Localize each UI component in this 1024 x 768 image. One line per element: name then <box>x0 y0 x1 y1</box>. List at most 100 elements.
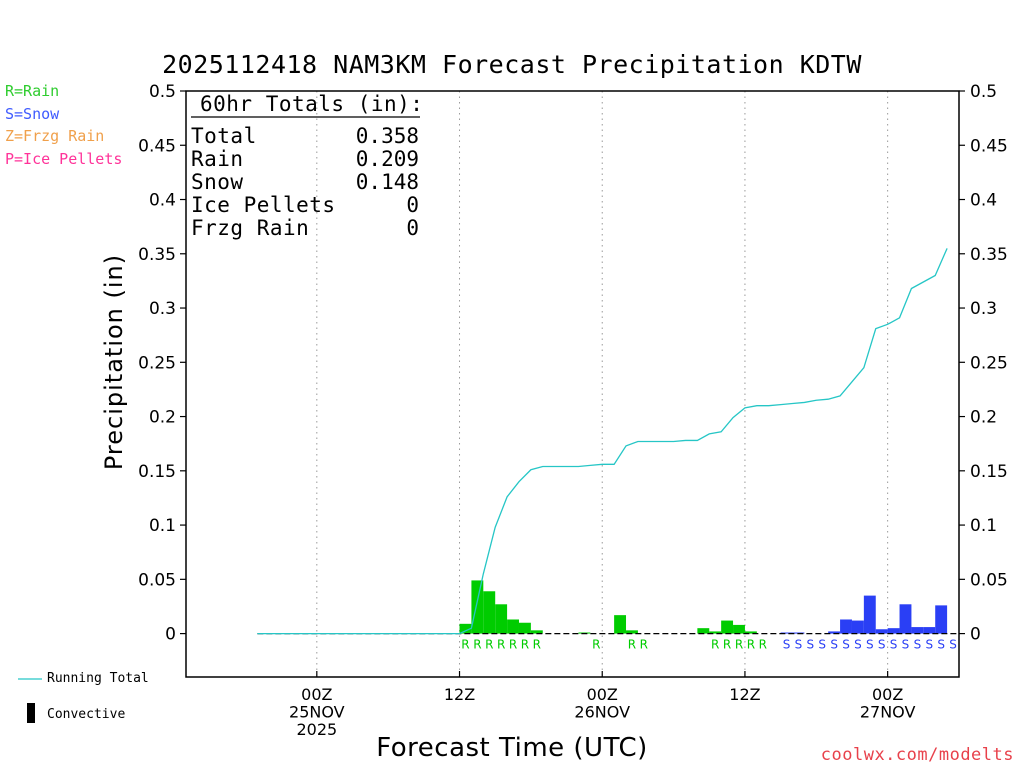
rain-bar <box>733 624 745 634</box>
y-tick-label-right: 0.5 <box>970 82 997 102</box>
snow-type-label: S <box>795 638 803 652</box>
snow-bar <box>935 605 948 634</box>
totals-label-freezing-rain: Frzg Rain <box>191 216 310 240</box>
running-total-line <box>257 248 948 635</box>
y-tick-label-left: 0.4 <box>149 191 176 211</box>
y-tick-label-left: 0.25 <box>138 353 176 373</box>
totals-value-rain: 0.209 <box>355 147 419 171</box>
snow-bar <box>899 604 912 634</box>
credit-text: coolwx.com/modelts <box>820 745 1014 765</box>
y-tick-label-left: 0 <box>165 625 176 645</box>
snow-type-label: S <box>890 638 898 652</box>
y-tick-label-left: 0.2 <box>149 408 176 428</box>
legend-snow-code: S=Snow <box>5 105 60 123</box>
rain-type-label: R <box>628 638 636 652</box>
y-tick-label-right: 0.05 <box>970 570 1008 590</box>
totals-value-ice-pellets: 0 <box>406 193 419 217</box>
y-tick-label-left: 0.1 <box>149 516 176 536</box>
rain-type-label: R <box>485 638 493 652</box>
legend-ice-pellets-code: P=Ice Pellets <box>5 150 123 168</box>
rain-bar <box>626 630 638 634</box>
rain-type-label: R <box>759 638 767 652</box>
snow-bar <box>863 595 876 634</box>
plot-frame <box>185 90 960 678</box>
y-tick-label-right: 0.2 <box>970 408 997 428</box>
snow-type-label: S <box>925 638 933 652</box>
rain-bar <box>709 631 722 634</box>
running-total-legend-label: Running Total <box>47 671 149 686</box>
legend-rain-code: R=Rain <box>5 82 60 100</box>
x-tick-label: 00Z <box>872 685 903 704</box>
rain-bar <box>744 631 757 634</box>
rain-type-label: R <box>461 638 469 652</box>
y-tick-label-right: 0.3 <box>970 299 997 319</box>
rain-bar <box>530 630 543 634</box>
totals-label-ice-pellets: Ice Pellets <box>191 193 336 217</box>
rain-type-label: R <box>711 638 719 652</box>
totals-value-snow: 0.148 <box>355 170 419 194</box>
snow-bar <box>911 627 924 634</box>
y-tick-label-right: 0.1 <box>970 516 997 536</box>
snow-type-label: S <box>842 638 850 652</box>
totals-label-rain: Rain <box>191 147 244 171</box>
snow-type-label: S <box>949 638 957 652</box>
snow-type-label: S <box>854 638 862 652</box>
rain-type-label: R <box>521 638 529 652</box>
y-tick-label-right: 0.45 <box>970 136 1008 156</box>
y-tick-label-right: 0.25 <box>970 353 1008 373</box>
x-tick-label: 25NOV <box>289 703 345 722</box>
x-tick-label: 00Z <box>301 685 332 704</box>
x-tick-label: 26NOV <box>574 703 630 722</box>
rain-type-label: R <box>735 638 743 652</box>
snow-type-label: S <box>937 638 945 652</box>
y-tick-label-left: 0.3 <box>149 299 176 319</box>
legend-freezing-rain-code: Z=Frzg Rain <box>5 127 105 145</box>
rain-bar <box>459 623 472 634</box>
rain-type-label: R <box>723 638 731 652</box>
convective-legend-label: Convective <box>47 707 126 722</box>
x-tick-label: 12Z <box>444 685 475 704</box>
totals-value-total: 0.358 <box>355 124 419 148</box>
snow-bar <box>923 627 936 634</box>
snow-type-label: S <box>914 638 922 652</box>
y-tick-label-left: 0.05 <box>138 570 176 590</box>
rain-bar <box>471 580 484 634</box>
rain-type-label: R <box>473 638 481 652</box>
rain-bar <box>495 604 508 634</box>
x-tick-label: 27NOV <box>860 703 916 722</box>
snow-type-label: S <box>783 638 791 652</box>
snow-bar <box>875 629 888 634</box>
snow-bar <box>851 620 864 634</box>
rain-bar <box>507 619 519 634</box>
y-tick-label-right: 0.4 <box>970 191 997 211</box>
totals-label-total: Total <box>191 124 257 148</box>
y-tick-label-left: 0.45 <box>138 136 176 156</box>
y-tick-label-left: 0.5 <box>149 82 176 102</box>
rain-type-label: R <box>592 638 600 652</box>
y-tick-label-right: 0.35 <box>970 245 1008 265</box>
rain-type-label: R <box>747 638 755 652</box>
y-tick-label-left: 0.15 <box>138 462 176 482</box>
totals-header: 60hr Totals (in): <box>200 92 424 116</box>
y-tick-label-right: 0 <box>970 625 981 645</box>
y-tick-label-right: 0.15 <box>970 462 1008 482</box>
rain-bar <box>518 622 531 634</box>
snow-bar <box>828 631 841 634</box>
x-axis-title: Forecast Time (UTC) <box>376 733 648 763</box>
totals-label-snow: Snow <box>191 170 244 194</box>
snow-type-label: S <box>902 638 910 652</box>
chart-title: 2025112418 NAM3KM Forecast Precipitation… <box>162 50 862 79</box>
snow-bar <box>887 628 900 634</box>
rain-bar <box>721 620 734 634</box>
x-tick-label: 00Z <box>587 685 618 704</box>
snow-type-label: S <box>818 638 826 652</box>
rain-type-label: R <box>509 638 517 652</box>
totals-value-freezing-rain: 0 <box>406 216 419 240</box>
snow-type-label: S <box>878 638 886 652</box>
y-tick-label-left: 0.35 <box>138 245 176 265</box>
snow-bar <box>840 619 852 634</box>
x-tick-label: 12Z <box>729 685 760 704</box>
rain-bar <box>614 615 627 634</box>
snow-bar <box>780 632 793 634</box>
snow-type-label: S <box>830 638 838 652</box>
